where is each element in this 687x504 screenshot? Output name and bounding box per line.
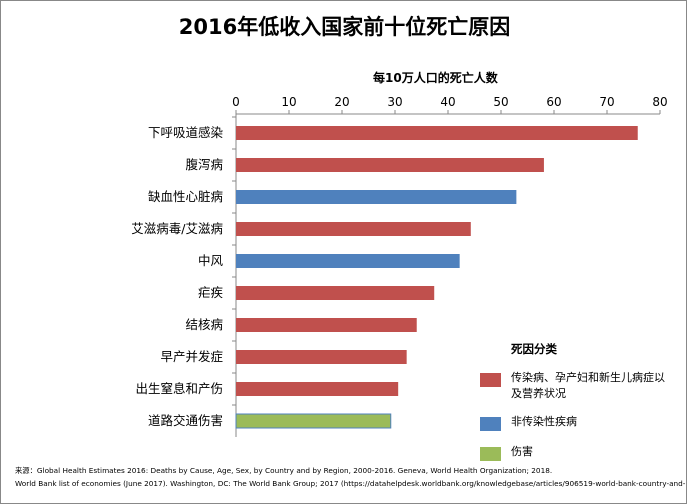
x-tick-label: 30 xyxy=(387,95,402,109)
category-label: 腹泻病 xyxy=(185,157,223,172)
x-tick-label: 40 xyxy=(440,95,455,109)
category-label: 结核病 xyxy=(185,317,223,332)
legend-item-noncommunicable: 非传染性疾病 xyxy=(480,413,680,431)
bar xyxy=(236,222,471,236)
x-tick-label: 80 xyxy=(652,95,667,109)
bar xyxy=(236,350,407,364)
source-note: 来源：Global Health Estimates 2016: Deaths … xyxy=(15,464,687,490)
category-label: 早产并发症 xyxy=(160,349,223,364)
x-axis-label: 每10万人口的死亡人数 xyxy=(373,71,498,85)
category-label: 艾滋病毒/艾滋病 xyxy=(131,221,223,236)
category-label: 道路交通伤害 xyxy=(148,413,223,428)
legend-swatch xyxy=(480,373,501,387)
bar xyxy=(236,254,460,268)
legend-item-communicable: 传染病、孕产妇和新生儿病症以及营养状况 xyxy=(480,369,680,401)
x-tick-label: 0 xyxy=(232,95,240,109)
bar xyxy=(236,286,435,300)
x-tick-label: 20 xyxy=(334,95,349,109)
category-label: 出生窒息和产伤 xyxy=(135,381,223,396)
bar xyxy=(236,158,544,172)
x-tick-label: 70 xyxy=(599,95,614,109)
category-label: 缺血性心脏病 xyxy=(148,189,223,204)
bar xyxy=(236,382,399,396)
bar xyxy=(236,126,638,140)
category-label: 疟疾 xyxy=(198,285,224,300)
chart-title: 2016年低收入国家前十位死亡原因 xyxy=(178,15,511,39)
legend-swatch xyxy=(480,447,501,461)
legend-swatch xyxy=(480,417,501,431)
x-tick-label: 10 xyxy=(281,95,296,109)
legend-label: 传染病、孕产妇和新生儿病症以及营养状况 xyxy=(511,371,665,400)
legend-label: 伤害 xyxy=(511,445,533,458)
bar xyxy=(235,413,392,429)
legend-item-injuries: 伤害 xyxy=(480,443,680,461)
source-line-1: 来源：Global Health Estimates 2016: Deaths … xyxy=(15,466,553,475)
x-tick-label: 60 xyxy=(546,95,561,109)
legend-label: 非传染性疾病 xyxy=(511,415,577,428)
category-label: 中风 xyxy=(198,253,224,268)
bar xyxy=(236,318,417,332)
legend: 死因分类 传染病、孕产妇和新生儿病症以及营养状况 非传染性疾病 伤害 xyxy=(480,341,680,473)
legend-title: 死因分类 xyxy=(511,342,557,356)
source-line-2: World Bank list of economies (June 2017)… xyxy=(15,479,687,488)
x-tick-label: 50 xyxy=(493,95,508,109)
category-label: 下呼吸道感染 xyxy=(148,125,224,140)
bar xyxy=(236,190,517,204)
